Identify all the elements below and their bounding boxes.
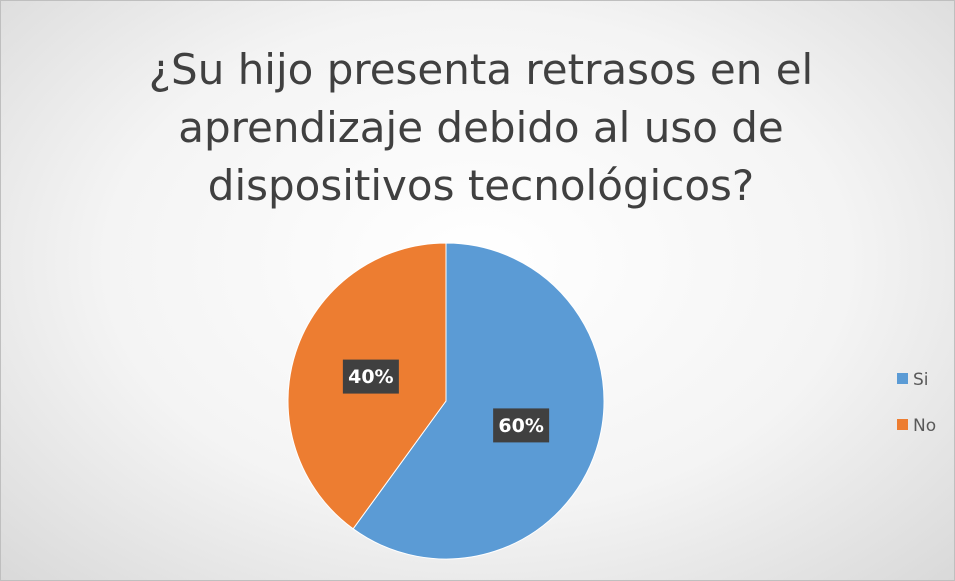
data-label-box (342, 359, 399, 394)
legend-swatch (897, 373, 908, 384)
data-label-text: 40% (348, 366, 393, 388)
data-label-text: 60% (498, 415, 543, 437)
data-label: 40% (342, 359, 399, 394)
data-label: 60% (493, 408, 550, 443)
legend-label: Si (913, 370, 929, 390)
data-label-box (493, 408, 550, 443)
legend-swatch (897, 419, 908, 430)
chart-title: ¿Su hijo presenta retrasos en el aprendi… (148, 45, 814, 210)
legend-label: No (913, 416, 936, 436)
pie-slice (352, 242, 605, 560)
